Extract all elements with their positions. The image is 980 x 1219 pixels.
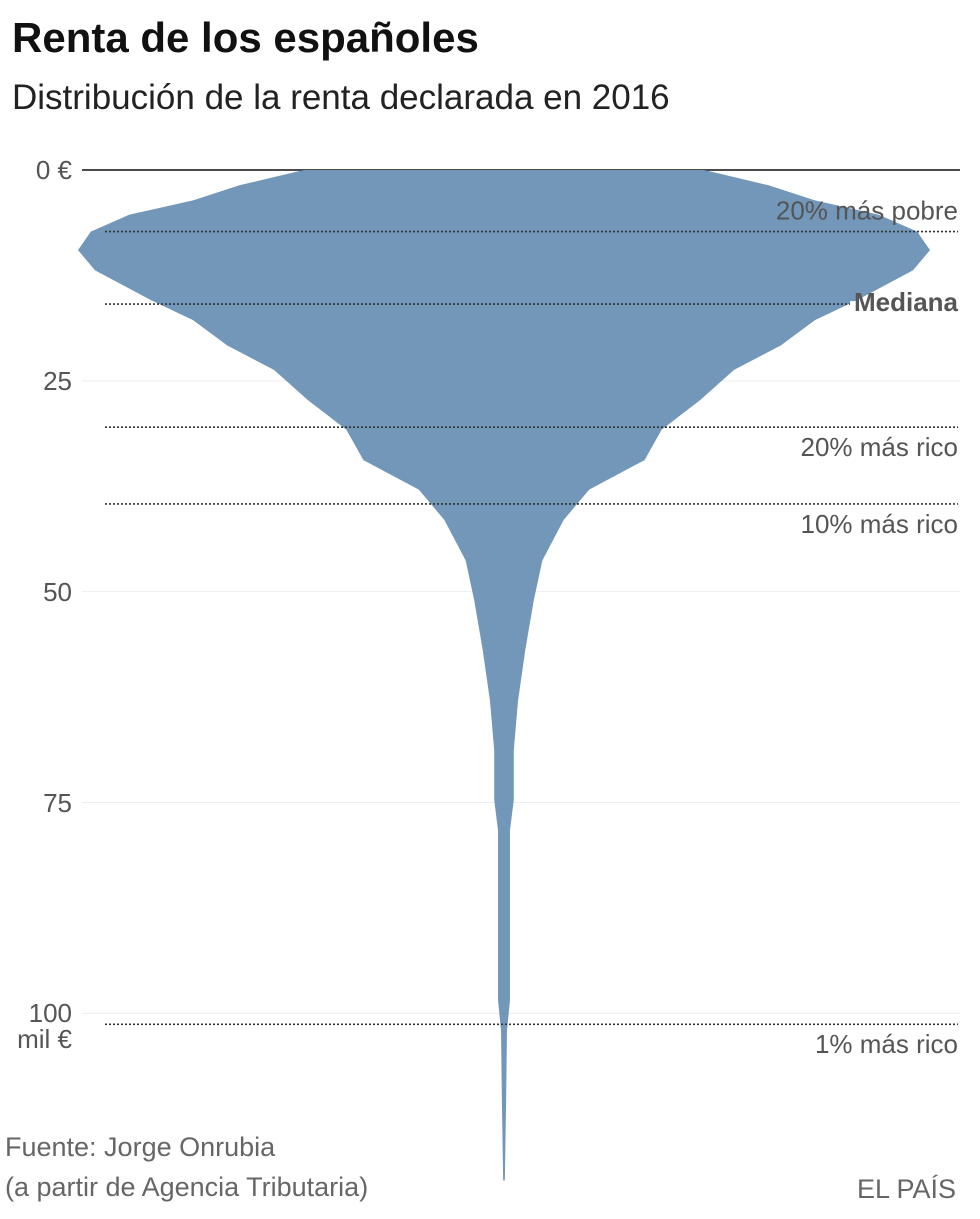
y-tick-label: 100 mil € xyxy=(17,998,72,1055)
reference-label: Mediana xyxy=(854,287,959,317)
source: (a partir de Agencia Tributaria) xyxy=(5,1172,369,1202)
violin xyxy=(78,170,930,1181)
y-tick-label: 75 xyxy=(43,787,72,818)
chart-subtitle: Distribución de la renta declarada en 20… xyxy=(12,78,670,117)
y-tick-label: 25 xyxy=(43,365,72,396)
reference-label: 20% más pobre xyxy=(776,195,958,225)
y-tick-label: 50 xyxy=(43,576,72,607)
source: Fuente: Jorge Onrubia xyxy=(5,1132,276,1162)
reference-label: 1% más rico xyxy=(815,1029,958,1059)
reference-label: 10% más rico xyxy=(801,509,959,539)
label-background xyxy=(849,301,959,308)
reference-label: 20% más rico xyxy=(801,432,959,462)
credit: EL PAÍS xyxy=(856,1174,956,1204)
chart-title: Renta de los españoles xyxy=(12,14,479,61)
y-tick-label: 0 € xyxy=(35,155,72,185)
